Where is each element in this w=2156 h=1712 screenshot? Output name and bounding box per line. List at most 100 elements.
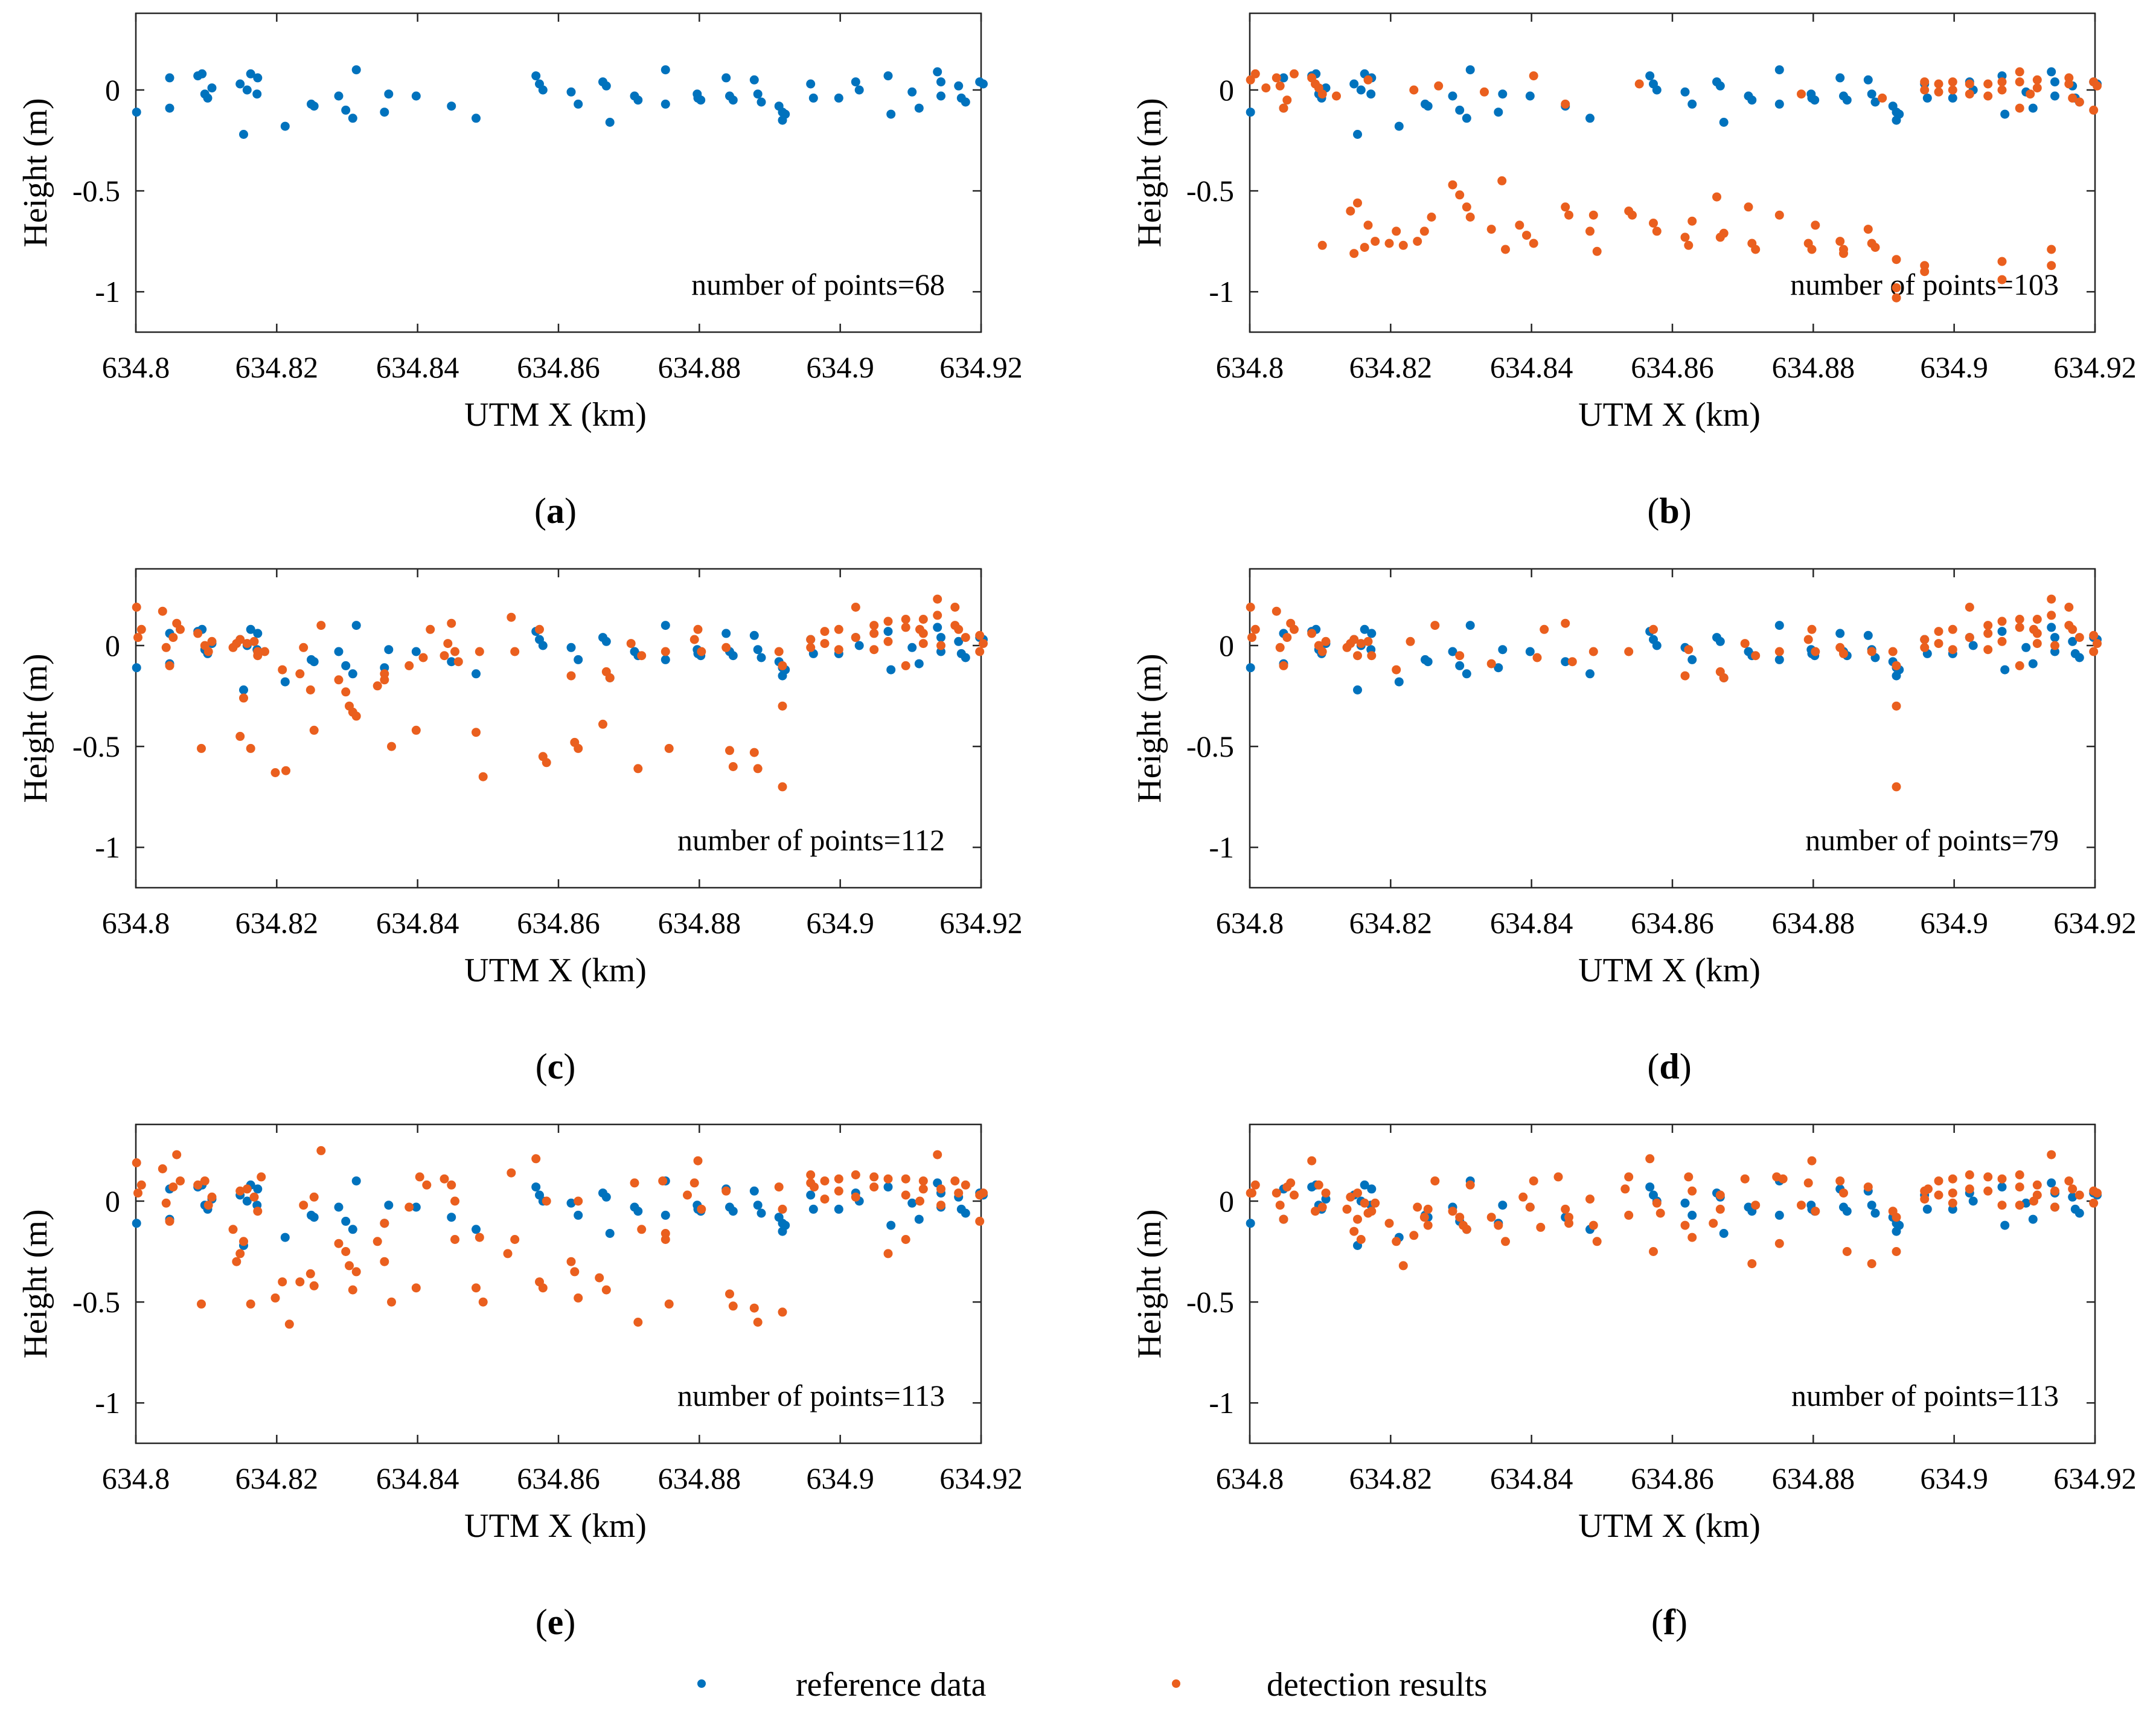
detection-point — [1588, 1220, 1598, 1230]
detection-point — [1948, 645, 1957, 655]
detection-point — [136, 624, 146, 634]
detection-point — [1455, 651, 1465, 661]
x-tick-label: 634.84 — [376, 350, 459, 384]
reference-point — [203, 93, 213, 103]
detection-point — [538, 1283, 548, 1293]
detection-point — [440, 1174, 449, 1184]
y-tick-label: -0.5 — [1186, 729, 1234, 763]
x-tick-label: 634.84 — [376, 906, 459, 940]
detection-point — [334, 675, 344, 685]
reference-point — [246, 624, 255, 634]
detection-point — [1553, 1172, 1563, 1182]
detection-point — [834, 624, 843, 634]
detection-point — [1684, 240, 1694, 250]
detection-point — [284, 1319, 294, 1329]
detection-point — [1839, 1188, 1848, 1198]
reference-point — [1835, 629, 1845, 638]
detection-point — [1774, 1239, 1784, 1248]
reference-point — [411, 647, 421, 656]
detection-point — [1709, 1219, 1718, 1228]
x-axis-title: UTM X (km) — [464, 396, 647, 434]
x-tick-label: 634.86 — [1631, 350, 1714, 384]
detection-point — [510, 1235, 520, 1244]
detection-point — [1948, 1174, 1957, 1184]
detection-point — [341, 687, 351, 697]
detection-point — [1687, 216, 1697, 226]
detection-point — [1807, 245, 1817, 254]
detection-point — [630, 1178, 639, 1188]
detection-point — [2015, 661, 2024, 670]
detection-point — [1392, 1237, 1401, 1246]
reference-point — [753, 89, 763, 99]
detection-point — [1564, 1219, 1573, 1228]
detection-point — [133, 1188, 142, 1198]
y-tick-label: 0 — [105, 629, 120, 662]
reference-point — [661, 621, 670, 630]
detection-point — [176, 1176, 185, 1186]
reference-point — [1525, 647, 1535, 656]
reference-point — [1246, 663, 1255, 673]
detection-point — [774, 647, 784, 656]
reference-point — [633, 1207, 643, 1216]
reference-point — [280, 1233, 290, 1242]
reference-point — [1948, 93, 1957, 103]
reference-point — [197, 69, 207, 79]
detection-point — [936, 1201, 945, 1210]
reference-point — [2068, 636, 2078, 646]
reference-point — [411, 91, 421, 101]
legend-detection-marker — [1172, 1679, 1180, 1688]
detection-point — [309, 1192, 319, 1202]
detection-point — [1624, 1210, 1634, 1220]
detection-point — [810, 1182, 819, 1192]
detection-point — [637, 1225, 647, 1234]
detection-point — [1920, 267, 1930, 277]
series-reference — [132, 65, 988, 139]
reference-point — [883, 1182, 893, 1192]
reference-point — [1367, 1184, 1377, 1194]
x-tick-label: 634.88 — [658, 1461, 741, 1495]
detection-point — [1740, 639, 1750, 649]
x-tick-label: 634.82 — [1349, 350, 1433, 384]
reference-point — [334, 91, 344, 101]
detection-point — [1346, 1192, 1355, 1202]
x-tick-label: 634.8 — [1216, 350, 1284, 384]
detection-point — [1892, 1247, 1901, 1256]
detection-point — [954, 1188, 964, 1198]
detection-point — [1920, 643, 1930, 652]
detection-point — [193, 1180, 203, 1190]
detection-point — [1920, 1194, 1930, 1204]
detection-point — [1934, 87, 1943, 97]
detection-point — [1585, 1194, 1595, 1204]
detection-point — [1892, 782, 1901, 792]
panel-label: (e) — [536, 1602, 576, 1642]
detection-point — [574, 1196, 583, 1206]
detection-point — [1290, 624, 1299, 634]
detection-point — [1588, 647, 1598, 656]
series-reference — [1246, 65, 2102, 139]
panel-label: (c) — [536, 1047, 576, 1086]
detection-point — [936, 641, 945, 650]
detection-point — [1983, 621, 1993, 630]
detection-point — [721, 1186, 731, 1196]
detection-point — [975, 1216, 985, 1226]
detection-point — [1983, 91, 1993, 101]
detection-point — [979, 639, 988, 649]
detection-point — [1997, 1201, 2007, 1210]
detection-point — [200, 1176, 210, 1186]
detection-point — [1518, 1192, 1528, 1202]
detection-point — [1367, 651, 1377, 661]
detection-point — [351, 711, 361, 721]
detection-point — [851, 1170, 860, 1179]
reference-point — [914, 1214, 924, 1224]
detection-point — [933, 611, 942, 620]
detection-point — [806, 1170, 816, 1179]
detection-point — [2015, 615, 2024, 624]
reference-point — [1997, 1182, 2007, 1192]
detection-point — [1634, 79, 1644, 89]
reference-point — [886, 1220, 896, 1230]
detection-point — [542, 1196, 551, 1206]
panel-label: (d) — [1647, 1047, 1691, 1086]
reference-point — [961, 97, 970, 107]
detection-point — [1317, 89, 1327, 99]
reference-point — [411, 1202, 421, 1212]
